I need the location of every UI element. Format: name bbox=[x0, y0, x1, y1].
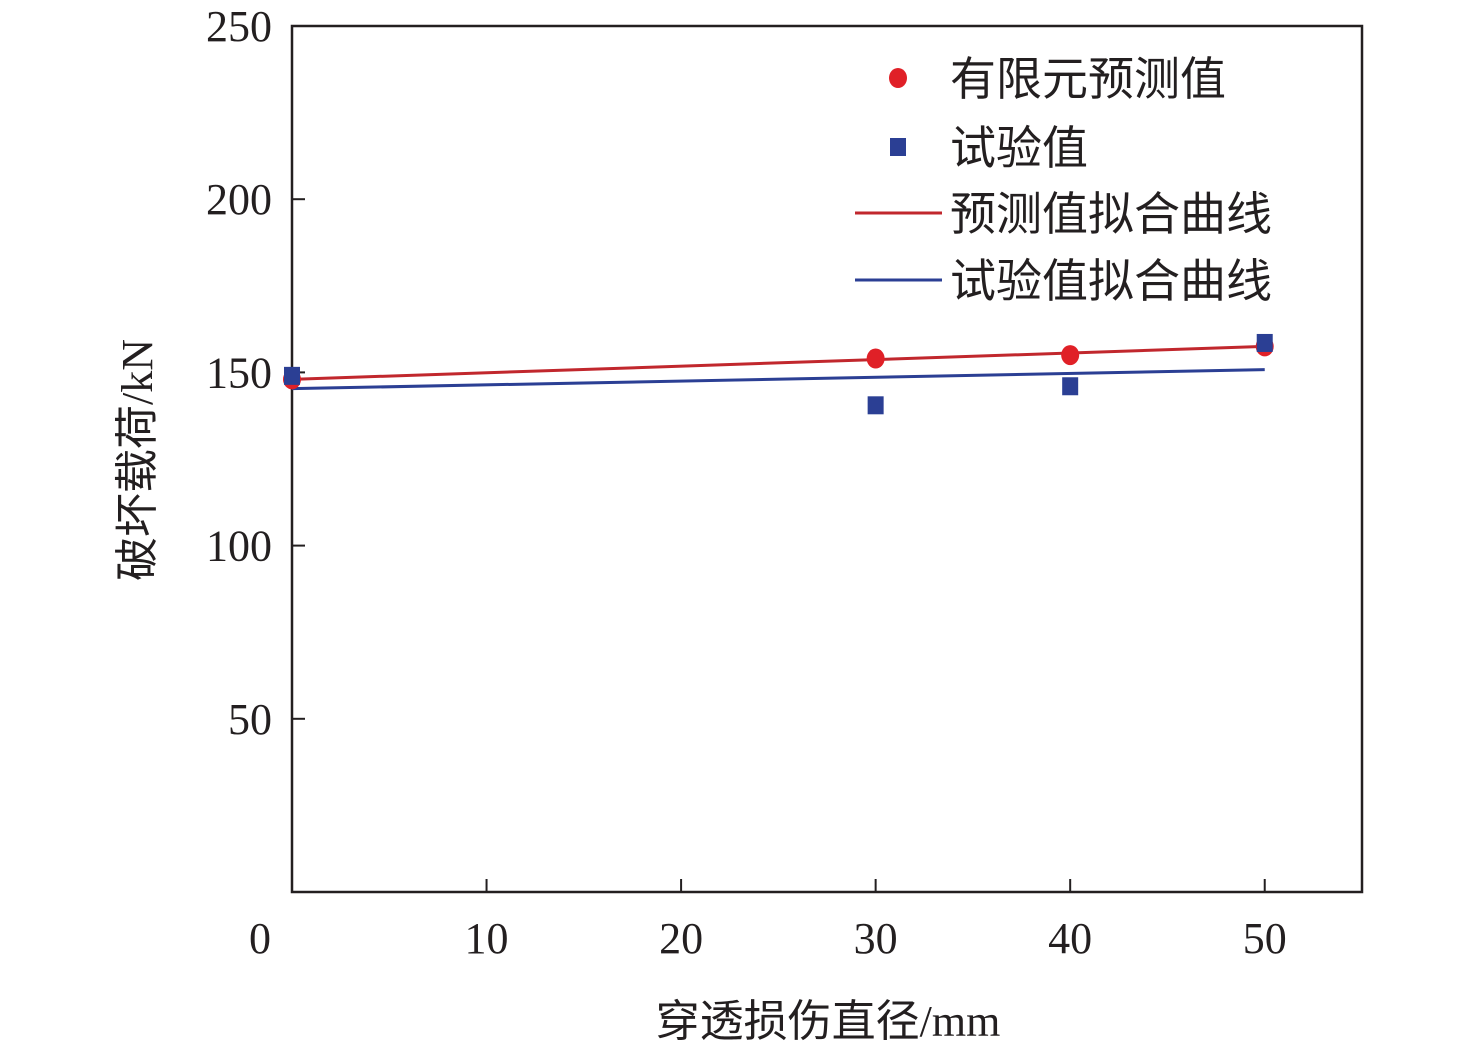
y-tick-label: 150 bbox=[206, 348, 272, 397]
legend-label: 试验值 bbox=[950, 123, 1088, 174]
plot-frame bbox=[290, 24, 1364, 894]
legend-label: 试验值拟合曲线 bbox=[950, 256, 1272, 307]
legend-marker-square bbox=[890, 138, 906, 156]
legend-label: 预测值拟合曲线 bbox=[950, 189, 1272, 240]
x-axis-label: 穿透损伤直径/mm bbox=[656, 997, 1001, 1046]
data-point-circle bbox=[1061, 345, 1080, 366]
y-tick-label: 100 bbox=[206, 522, 272, 571]
x-tick-label: 0 bbox=[249, 914, 271, 963]
x-tick-label: 20 bbox=[659, 914, 703, 963]
x-tick-label: 10 bbox=[465, 914, 509, 963]
fit-line bbox=[291, 368, 1265, 391]
y-axis-label: 破坏载荷/kN bbox=[113, 339, 162, 581]
x-tick-label: 40 bbox=[1048, 914, 1092, 963]
legend-marker-circle bbox=[889, 68, 907, 88]
data-point-square bbox=[1062, 377, 1079, 396]
x-tick-label: 30 bbox=[854, 914, 898, 963]
data-point-square bbox=[1256, 333, 1273, 352]
data-point-circle bbox=[866, 348, 885, 369]
x-tick-label: 50 bbox=[1243, 914, 1287, 963]
data-point-square bbox=[867, 396, 884, 415]
y-tick-label: 200 bbox=[206, 175, 272, 224]
y-tick-label: 50 bbox=[228, 695, 272, 744]
data-point-square bbox=[284, 366, 300, 385]
legend-label: 有限元预测值 bbox=[950, 54, 1226, 105]
fit-line bbox=[291, 344, 1265, 381]
y-tick-label: 250 bbox=[206, 2, 272, 51]
